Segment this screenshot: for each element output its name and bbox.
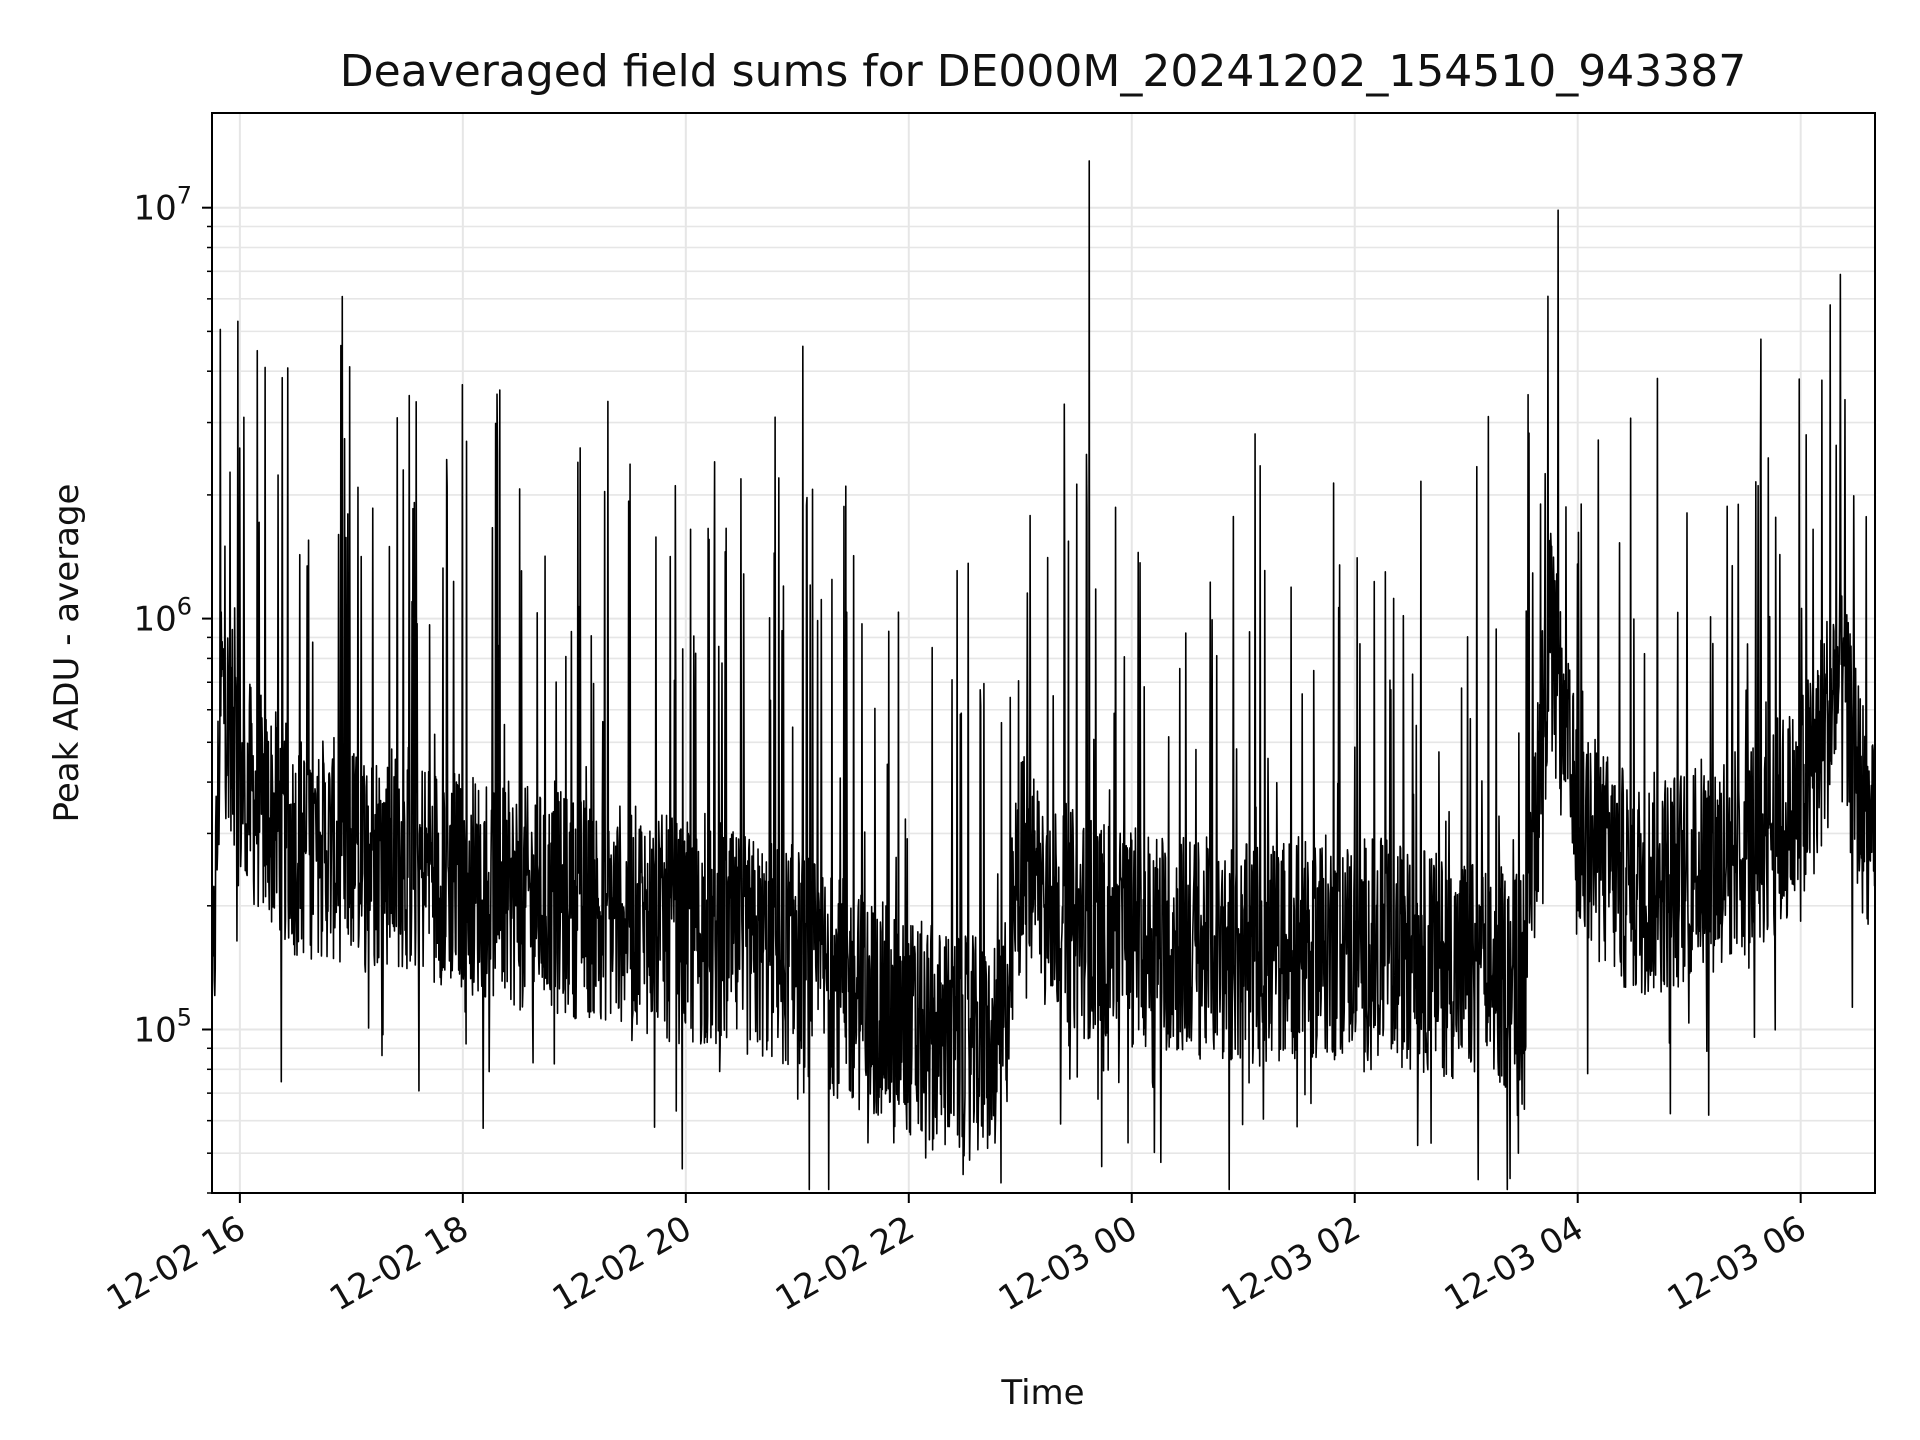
x-axis: 12-02 16 12-02 18 12-02 20 12-02 22 12-03 00… [100, 1193, 1813, 1319]
x-tick-label: 12-02 16 [100, 1208, 252, 1319]
x-tick-label: 12-02 18 [323, 1208, 475, 1319]
y-tick-exponent: 6 [177, 593, 192, 621]
y-tick-exponent: 5 [177, 1003, 192, 1031]
x-axis-label: Time [1000, 1373, 1084, 1413]
x-tick-label: 12-03 02 [1215, 1208, 1367, 1319]
y-tick-mantissa: 10 [133, 189, 176, 229]
y-tick-mantissa: 10 [133, 1010, 176, 1050]
y-tick-label: 106 [133, 593, 192, 640]
x-tick-label: 12-02 22 [769, 1208, 921, 1319]
x-tick-label: 12-02 20 [546, 1208, 698, 1319]
x-tick-label: 12-03 00 [992, 1208, 1144, 1319]
series-layer [211, 160, 1876, 1191]
y-tick-label: 107 [133, 182, 192, 229]
series-line [211, 160, 1876, 1191]
plot-frame [211, 112, 1876, 1194]
chart-title: Deaveraged field sums for DE000M_2024120… [340, 46, 1747, 97]
y-tick-label: 105 [133, 1003, 192, 1050]
y-axis-label: Peak ADU - average [47, 484, 87, 823]
x-tick-label: 12-03 04 [1438, 1208, 1590, 1319]
y-tick-mantissa: 10 [133, 600, 176, 640]
y-tick-exponent: 7 [177, 182, 192, 210]
x-tick-label: 12-03 06 [1661, 1208, 1813, 1319]
